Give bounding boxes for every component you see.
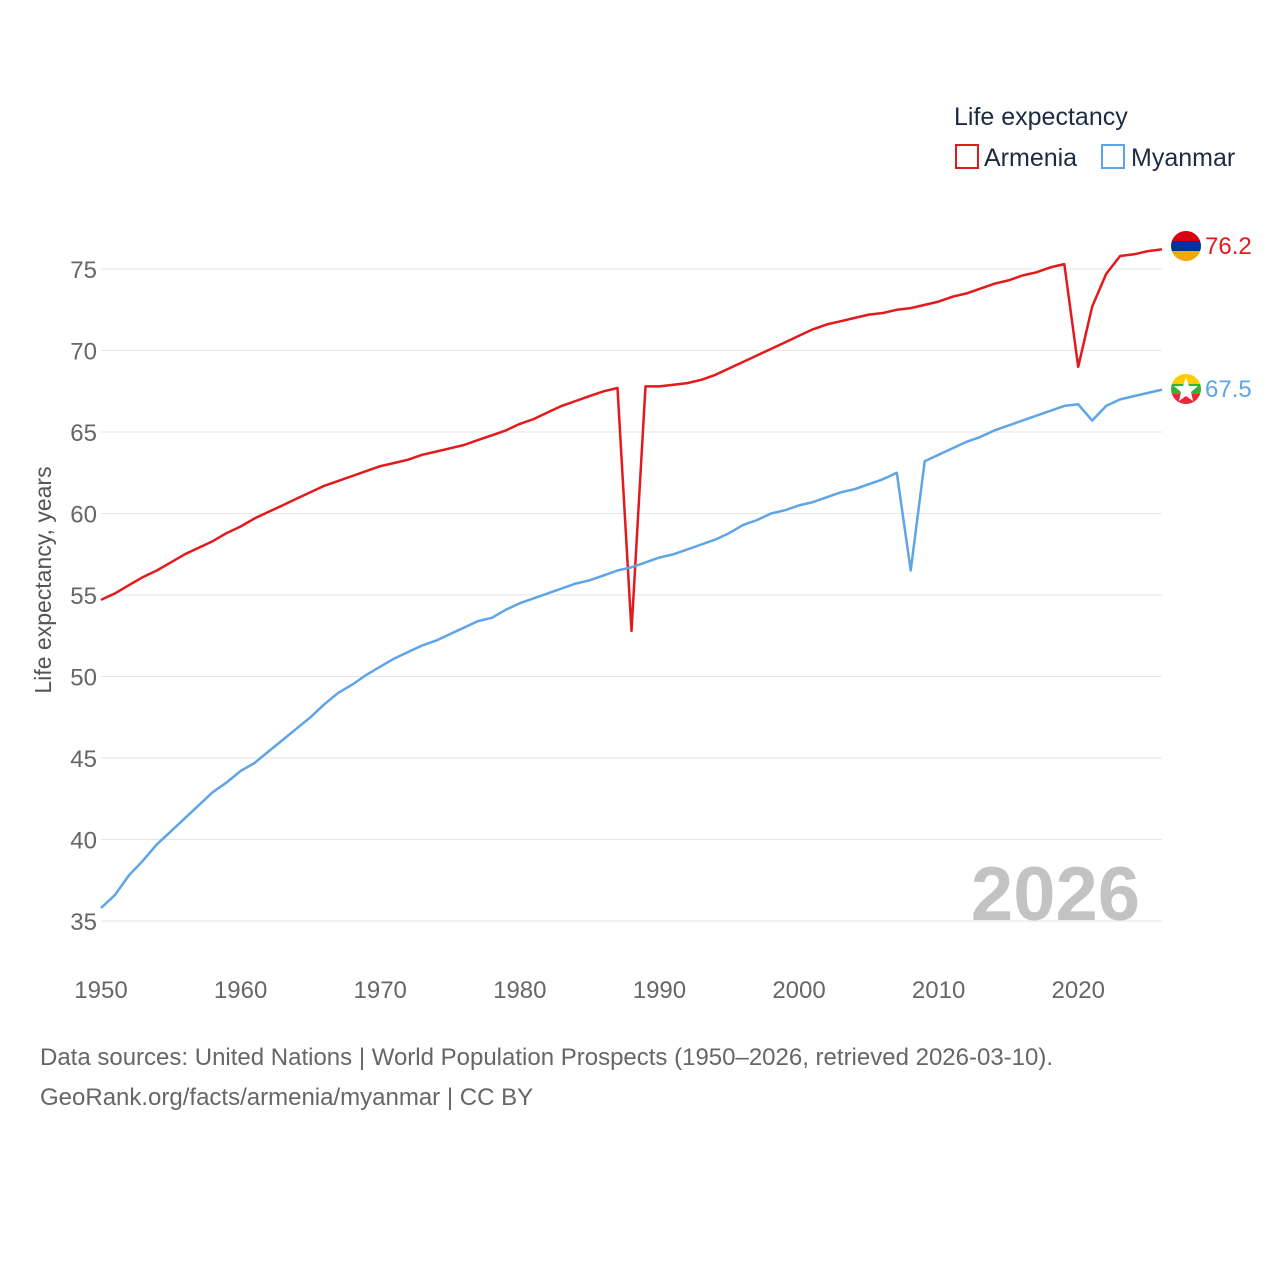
legend-swatch-armenia[interactable] <box>955 144 979 169</box>
y-axis-label: Life expectancy, years <box>30 466 56 693</box>
x-tick-label: 2020 <box>1052 977 1105 1004</box>
x-tick-label: 2000 <box>772 977 825 1004</box>
legend: Life expectancy Armenia Myanmar <box>954 103 1235 172</box>
y-tick-label: 60 <box>70 502 97 529</box>
year-watermark: 2026 <box>971 852 1140 937</box>
legend-swatch-myanmar[interactable] <box>1101 144 1125 169</box>
armenia-flag-icon <box>1171 231 1201 261</box>
y-tick-label: 75 <box>70 257 97 284</box>
legend-label-myanmar[interactable]: Myanmar <box>1131 144 1235 172</box>
y-tick-label: 45 <box>70 746 97 773</box>
y-tick-label: 50 <box>70 665 97 692</box>
y-tick-label: 35 <box>70 909 97 936</box>
y-tick-label: 65 <box>70 420 97 447</box>
line-chart: 35 40 45 50 55 60 65 70 75 1950 1960 1970 1980 1990 2… <box>30 103 1252 1004</box>
legend-label-armenia[interactable]: Armenia <box>984 144 1077 172</box>
y-tick-label: 55 <box>70 583 97 610</box>
end-label-armenia: 76.2 <box>1205 233 1252 260</box>
x-axis: 1950 1960 1970 1980 1990 2000 2010 2020 <box>74 977 1105 1004</box>
x-tick-label: 1980 <box>493 977 546 1004</box>
y-axis: 35 40 45 50 55 60 65 70 75 <box>70 257 97 936</box>
footer-attribution[interactable]: GeoRank.org/facts/armenia/myanmar | CC B… <box>40 1084 534 1111</box>
x-tick-label: 2010 <box>912 977 965 1004</box>
end-label-myanmar: 67.5 <box>1205 376 1252 403</box>
y-tick-label: 40 <box>70 828 97 855</box>
series-line-armenia[interactable] <box>100 248 1163 633</box>
y-tick-label: 70 <box>70 339 97 366</box>
myanmar-flag-icon <box>1171 374 1201 404</box>
series-lines <box>100 248 1163 909</box>
footer-sources: Data sources: United Nations | World Pop… <box>40 1044 1054 1071</box>
series-line-myanmar[interactable] <box>100 388 1163 909</box>
grid <box>101 268 1162 922</box>
legend-title: Life expectancy <box>954 103 1128 131</box>
x-tick-label: 1970 <box>354 977 407 1004</box>
x-tick-label: 1960 <box>214 977 267 1004</box>
x-tick-label: 1950 <box>74 977 127 1004</box>
x-tick-label: 1990 <box>633 977 686 1004</box>
